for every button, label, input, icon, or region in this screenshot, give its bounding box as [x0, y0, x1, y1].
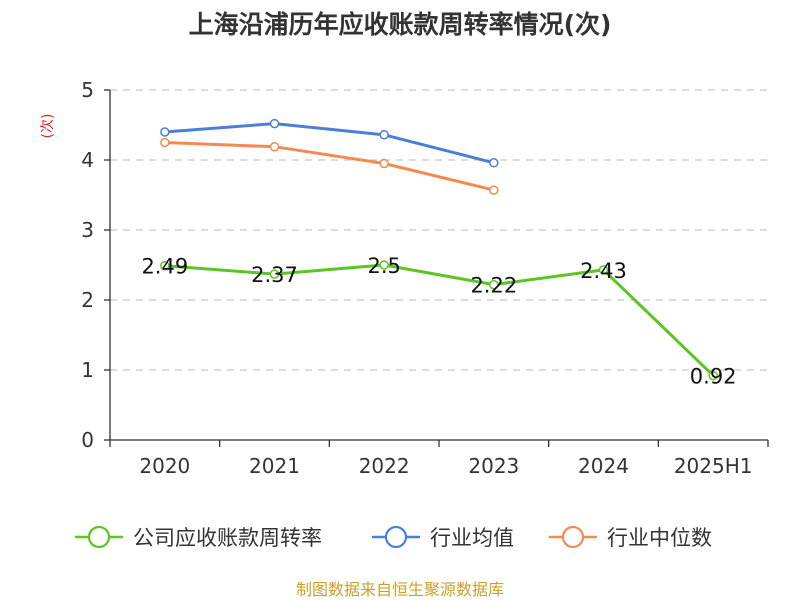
- data-point: [379, 158, 389, 169]
- series-lines: [160, 118, 718, 381]
- data-label: 2.22: [470, 274, 517, 298]
- data-label: 0.92: [690, 365, 737, 389]
- legend: 公司应收账款周转率 行业均值 行业中位数: [75, 525, 712, 550]
- y-tick-label: 4: [81, 148, 94, 172]
- legend-label: 公司应收账款周转率: [133, 526, 322, 550]
- chart-title: 上海沿浦历年应收账款周转率情况(次): [189, 10, 612, 39]
- y-tick-label: 0: [81, 428, 94, 452]
- data-point: [160, 137, 170, 148]
- legend-swatch-marker: [87, 525, 111, 549]
- x-tick-label: 2023: [468, 454, 519, 478]
- data-point: [489, 279, 499, 290]
- series-line: [164, 263, 715, 377]
- data-point: [269, 118, 280, 129]
- axes: 0 1 2 3 4 5 2020 2021 2022 2023 2024 2025H1: [81, 78, 769, 478]
- legend-swatch-marker: [384, 525, 408, 549]
- y-tick-label: 2: [81, 288, 94, 312]
- legend-label: 行业均值: [430, 526, 514, 550]
- x-tick-label: 2024: [578, 454, 629, 478]
- x-tick-label: 2025H1: [674, 454, 753, 478]
- data-point: [379, 130, 389, 140]
- data-point: [708, 370, 718, 381]
- series-line: [164, 122, 495, 165]
- gridlines: [110, 89, 768, 371]
- y-tick-label: 5: [81, 78, 94, 102]
- data-point: [160, 127, 170, 137]
- x-tick-label: 2021: [249, 454, 300, 478]
- y-tick-label: 3: [81, 218, 94, 242]
- data-label: 2.43: [580, 259, 627, 283]
- source-note: 制图数据来自恒生聚源数据库: [296, 580, 504, 599]
- y-tick-label: 1: [81, 358, 94, 382]
- data-point: [269, 269, 280, 279]
- x-tick-label: 2020: [139, 454, 190, 478]
- data-label: 2.5: [367, 254, 400, 278]
- y-axis-label: (次): [40, 114, 56, 139]
- series-line: [164, 141, 495, 192]
- data-point: [489, 185, 499, 195]
- data-point: [489, 158, 499, 168]
- data-point: [598, 265, 609, 275]
- data-label: 2.37: [251, 263, 298, 287]
- legend-label: 行业中位数: [607, 526, 712, 550]
- data-label: 2.49: [141, 255, 188, 279]
- data-point: [160, 260, 170, 271]
- legend-swatch-marker: [561, 525, 585, 549]
- data-point: [379, 260, 389, 270]
- data-labels: 2.49 2.37 2.5 2.22 2.43 0.92: [141, 254, 736, 389]
- x-tick-label: 2022: [359, 454, 410, 478]
- data-point: [269, 141, 280, 152]
